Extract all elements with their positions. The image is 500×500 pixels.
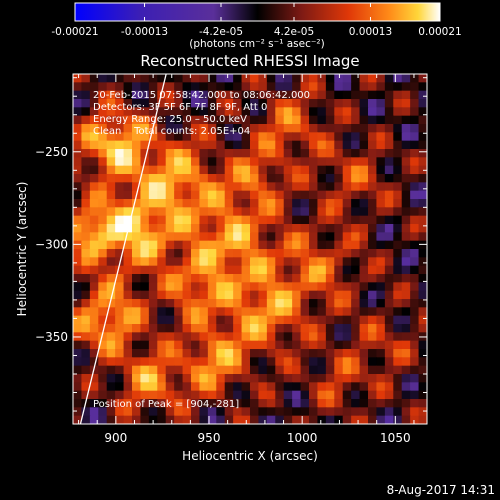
chart-title: Reconstructed RHESSI Image: [140, 52, 359, 70]
plot-frame: [72, 73, 428, 425]
colorbar-unit-label: (photons cm⁻² s⁻¹ asec⁻²): [189, 38, 324, 50]
y-tick-label: −250: [35, 145, 68, 159]
colorbar-tick-label: 4.2e-05: [274, 26, 314, 38]
heatmap-image: [73, 74, 427, 424]
colorbar-tick-label: -0.00021: [51, 26, 98, 38]
y-tick-label: −300: [35, 237, 68, 251]
colorbar-tick-label: -4.2e-05: [199, 26, 243, 38]
x-tick-label: 1000: [287, 431, 318, 445]
x-axis-label: Heliocentric X (arcsec): [182, 449, 318, 463]
annotation-time-range: 20-Feb-2015 07:58:42.000 to 08:06:42.000: [93, 90, 310, 101]
axis-ticks: 900 950 1000 1050 −250 −300 −350: [35, 74, 427, 445]
annotation-peak-position: Position of Peak = [904,-281]: [93, 399, 239, 410]
y-axis-label: Heliocentric Y (arcsec): [15, 182, 29, 317]
footer-timestamp: 8-Aug-2017 14:31: [387, 483, 495, 497]
colorbar: [74, 2, 441, 22]
x-tick-label: 950: [198, 431, 221, 445]
annotation-clean-counts: Clean Total counts: 2.05E+04: [93, 126, 250, 137]
x-tick-label: 900: [104, 431, 127, 445]
colorbar-tick-label: 0.00021: [418, 26, 461, 38]
colorbar-ticks: -0.00021 -0.00013 -4.2e-05 4.2e-05 0.00013 0.…: [51, 3, 462, 38]
colorbar-tick-label: 0.00013: [349, 26, 392, 38]
x-tick-label: 1050: [380, 431, 411, 445]
annotation-detectors: Detectors: 3F 5F 6F 7F 8F 9F, Att 0: [93, 102, 267, 113]
colorbar-tick-label: -0.00013: [121, 26, 168, 38]
solar-limb-line: [79, 73, 167, 425]
y-tick-label: −350: [35, 330, 68, 344]
annotation-energy-range: Energy Range: 25.0 – 50.0 keV: [93, 114, 247, 125]
